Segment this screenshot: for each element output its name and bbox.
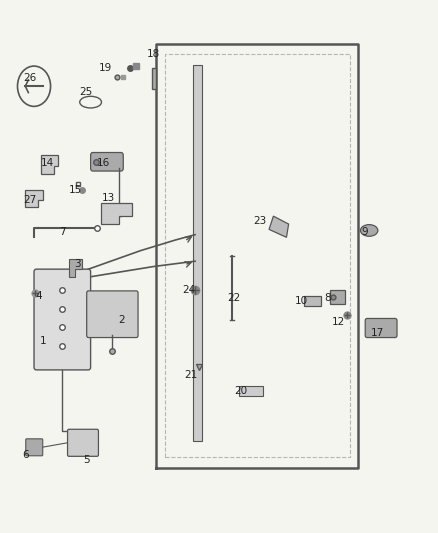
Polygon shape bbox=[69, 259, 82, 277]
Text: 22: 22 bbox=[228, 293, 241, 303]
Polygon shape bbox=[269, 216, 289, 237]
FancyBboxPatch shape bbox=[365, 318, 397, 337]
Polygon shape bbox=[304, 296, 321, 306]
Text: 2: 2 bbox=[118, 314, 124, 325]
Text: 26: 26 bbox=[23, 73, 36, 83]
Polygon shape bbox=[239, 386, 262, 397]
FancyBboxPatch shape bbox=[34, 269, 91, 370]
Text: 7: 7 bbox=[59, 227, 66, 237]
Text: 10: 10 bbox=[295, 296, 308, 306]
Text: 25: 25 bbox=[80, 86, 93, 96]
Text: 21: 21 bbox=[184, 370, 198, 380]
Text: 15: 15 bbox=[69, 184, 82, 195]
Text: 16: 16 bbox=[97, 158, 110, 168]
Text: 27: 27 bbox=[23, 195, 36, 205]
Polygon shape bbox=[330, 290, 345, 304]
FancyBboxPatch shape bbox=[91, 152, 123, 171]
Polygon shape bbox=[152, 68, 156, 89]
Text: 6: 6 bbox=[22, 450, 28, 460]
FancyBboxPatch shape bbox=[67, 429, 99, 456]
Text: 5: 5 bbox=[83, 455, 89, 465]
Polygon shape bbox=[25, 190, 43, 207]
Text: 17: 17 bbox=[371, 328, 385, 338]
FancyBboxPatch shape bbox=[87, 291, 138, 337]
Text: 4: 4 bbox=[35, 290, 42, 301]
Text: 8: 8 bbox=[325, 293, 331, 303]
Text: 14: 14 bbox=[40, 158, 54, 168]
Text: 24: 24 bbox=[182, 285, 195, 295]
Text: 1: 1 bbox=[39, 336, 46, 346]
Polygon shape bbox=[41, 155, 58, 174]
Text: 12: 12 bbox=[332, 317, 345, 327]
FancyBboxPatch shape bbox=[26, 439, 43, 456]
Text: 19: 19 bbox=[99, 63, 113, 72]
Polygon shape bbox=[193, 65, 201, 441]
Text: 9: 9 bbox=[361, 227, 368, 237]
Text: 18: 18 bbox=[147, 50, 160, 59]
Polygon shape bbox=[102, 203, 132, 224]
Text: 20: 20 bbox=[234, 386, 247, 396]
Text: 23: 23 bbox=[254, 216, 267, 227]
Ellipse shape bbox=[360, 224, 378, 236]
Text: 13: 13 bbox=[101, 192, 115, 203]
Text: 3: 3 bbox=[74, 259, 81, 269]
